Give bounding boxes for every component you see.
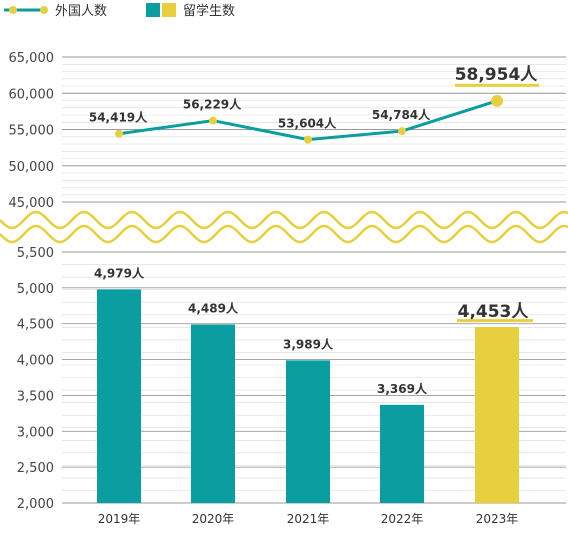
axis-break: [0, 210, 568, 244]
y-tick-label: 50,000: [9, 160, 55, 175]
highlight-underline: [455, 83, 539, 87]
bar: [97, 289, 141, 503]
legend-bar-label: 留学生数: [183, 3, 235, 19]
bar: [475, 327, 519, 503]
x-tick-label: 2019年: [98, 512, 141, 526]
y-tick-label: 60,000: [9, 87, 55, 102]
x-tick-label: 2021年: [287, 512, 330, 526]
y-tick-label: 2,500: [17, 461, 54, 476]
bar-value-label: 4,979人: [94, 265, 145, 280]
y-tick-label: 3,000: [17, 425, 54, 440]
bar: [286, 360, 330, 503]
y-tick-label: 4,000: [17, 354, 54, 369]
y-tick-label: 5,500: [17, 246, 54, 261]
y-axis-ticks: 45,000 50,000 55,000 60,000 65,000 2,000 2,500…: [9, 51, 55, 512]
y-tick-label: 2,000: [17, 497, 54, 512]
bar-value-label: 3,989人: [283, 336, 334, 351]
highlight-underline: [457, 319, 533, 323]
line-value-label: 53,604人: [278, 116, 337, 131]
legend-line-key: [4, 6, 48, 14]
line-value-label: 54,419人: [89, 110, 148, 125]
x-axis-labels: 2019年 2020年 2021年 2022年 2023年: [98, 512, 519, 526]
line-value-label: 54,784人: [372, 107, 431, 122]
legend-bar-key-yellow: [162, 3, 176, 17]
bar: [380, 404, 424, 503]
y-tick-label: 5,000: [17, 282, 54, 297]
line-point: [491, 94, 503, 107]
y-tick-label: 3,500: [17, 389, 54, 404]
line-point: [304, 135, 312, 144]
legend: 外国人数 留学生数: [4, 3, 235, 19]
x-tick-label: 2023年: [476, 512, 519, 526]
y-tick-label: 65,000: [9, 51, 55, 66]
y-tick-label: 55,000: [9, 124, 55, 139]
line-point: [209, 116, 217, 125]
bar-series: 4,979人 4,489人 3,989人 3,369人 4,453人: [94, 265, 533, 503]
bar-value-label: 3,369人: [377, 381, 428, 396]
legend-bar-key-teal: [146, 3, 160, 17]
bar: [191, 324, 235, 503]
line-series: 54,419人 56,229人 53,604人 54,784人 58,954人: [89, 65, 539, 144]
x-tick-label: 2022年: [381, 512, 424, 526]
y-tick-label: 45,000: [9, 196, 55, 211]
bar-value-label: 4,489人: [188, 301, 239, 316]
y-tick-label: 4,500: [17, 318, 54, 333]
line-point: [115, 129, 123, 138]
line-point: [398, 127, 406, 136]
bar-value-label: 4,453人: [458, 302, 530, 322]
x-tick-label: 2020年: [192, 512, 235, 526]
line-value-label: 56,229人: [183, 97, 242, 112]
legend-line-label: 外国人数: [55, 4, 107, 19]
line-value-label: 58,954人: [455, 65, 539, 85]
